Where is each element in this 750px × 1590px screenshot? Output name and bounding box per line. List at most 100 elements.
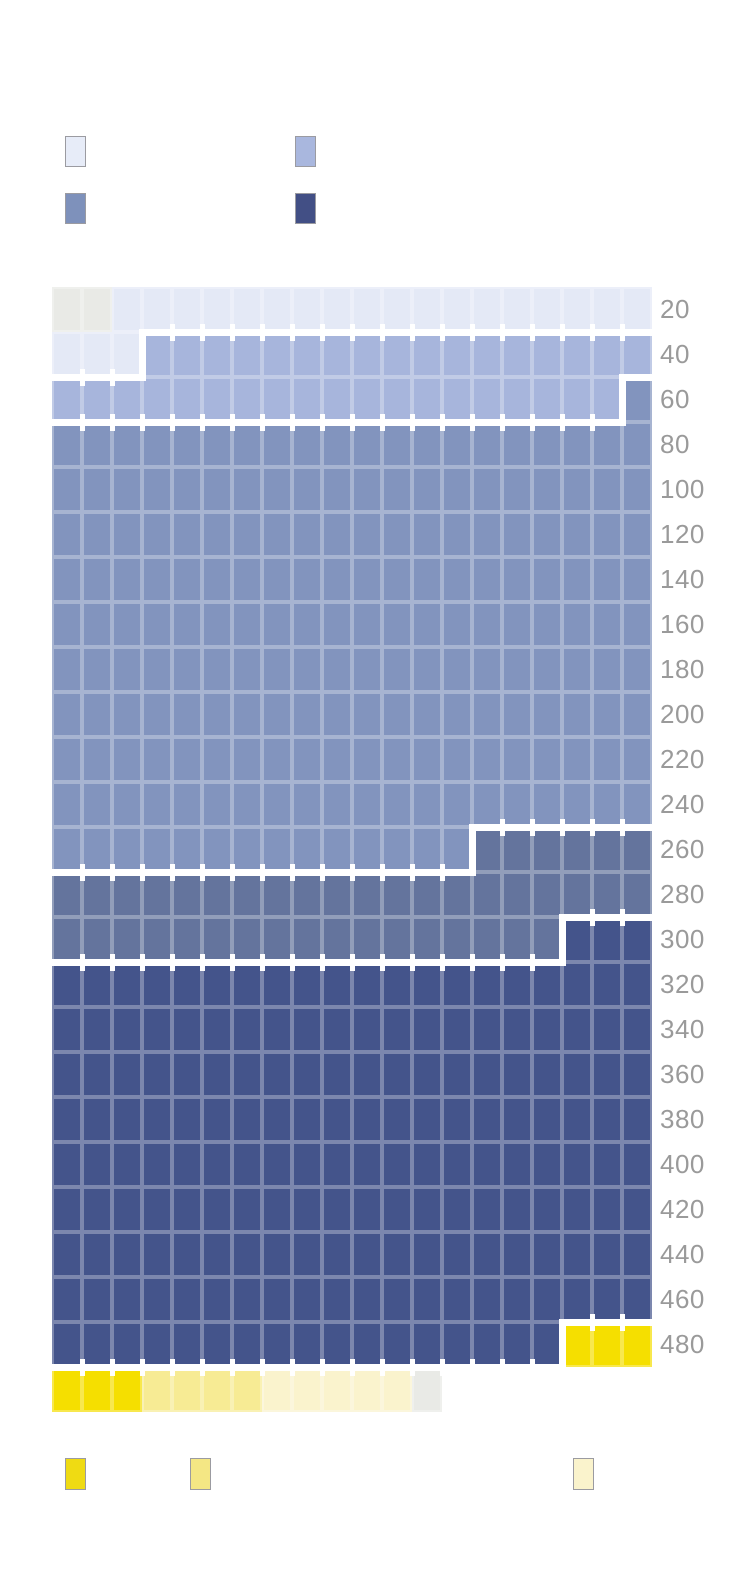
waffle-cell — [142, 647, 172, 692]
step-boundary-tick — [409, 953, 415, 971]
waffle-cell — [232, 332, 262, 377]
waffle-cell — [142, 512, 172, 557]
waffle-cell — [382, 422, 412, 467]
waffle-cell — [232, 1232, 262, 1277]
row-label: 160 — [660, 609, 705, 639]
waffle-cell — [202, 377, 232, 422]
waffle-cell — [442, 692, 472, 737]
waffle-cell — [352, 647, 382, 692]
waffle-cell — [82, 332, 112, 377]
waffle-cell — [202, 737, 232, 782]
waffle-cell — [82, 782, 112, 827]
waffle-cell — [622, 1097, 652, 1142]
waffle-cell — [52, 377, 82, 422]
waffle-cell — [232, 1187, 262, 1232]
waffle-cell — [592, 782, 622, 827]
waffle-cell — [82, 1187, 112, 1232]
waffle-cell — [112, 1232, 142, 1277]
waffle-cell — [412, 467, 442, 512]
waffle-cell — [382, 377, 412, 422]
waffle-cell — [472, 1187, 502, 1232]
step-boundary-line — [560, 1318, 654, 1326]
waffle-cell — [592, 692, 622, 737]
waffle-cell — [82, 377, 112, 422]
waffle-cell — [322, 422, 352, 467]
step-boundary-line — [50, 373, 144, 381]
waffle-cell — [592, 557, 622, 602]
waffle-cell — [502, 1052, 532, 1097]
waffle-cell — [502, 467, 532, 512]
waffle-cell — [412, 1142, 442, 1187]
waffle-cell — [82, 917, 112, 962]
waffle-cell — [592, 962, 622, 1007]
waffle-cell — [352, 917, 382, 962]
waffle-cell — [232, 287, 262, 332]
step-boundary-line — [468, 823, 476, 876]
waffle-cell — [562, 422, 592, 467]
step-boundary-tick — [289, 323, 295, 341]
waffle-cell — [532, 287, 562, 332]
waffle-row — [52, 1097, 652, 1142]
waffle-cell — [472, 1052, 502, 1097]
row-label: 120 — [660, 519, 705, 549]
waffle-cell — [322, 1007, 352, 1052]
row-label: 80 — [660, 429, 690, 459]
waffle-cell — [382, 512, 412, 557]
waffle-cell — [232, 917, 262, 962]
waffle-cell — [262, 872, 292, 917]
row-label: 60 — [660, 384, 690, 414]
waffle-cell — [472, 1277, 502, 1322]
waffle-cell — [82, 467, 112, 512]
waffle-cell — [142, 1142, 172, 1187]
waffle-cell — [382, 827, 412, 872]
waffle-cell — [622, 467, 652, 512]
waffle-cell — [442, 1187, 472, 1232]
waffle-cell — [82, 1142, 112, 1187]
waffle-cell — [232, 737, 262, 782]
waffle-cell — [472, 602, 502, 647]
waffle-cell — [502, 332, 532, 377]
waffle-cell — [442, 872, 472, 917]
waffle-cell — [442, 1277, 472, 1322]
waffle-cell — [172, 1052, 202, 1097]
waffle-cell — [562, 1007, 592, 1052]
waffle-cell — [82, 1277, 112, 1322]
waffle-cell — [442, 1007, 472, 1052]
waffle-cell — [622, 737, 652, 782]
step-boundary-tick — [229, 863, 235, 881]
legend-swatch — [65, 193, 86, 224]
waffle-cell — [352, 602, 382, 647]
waffle-cell — [112, 602, 142, 647]
waffle-cell — [292, 1097, 322, 1142]
step-boundary-line — [138, 328, 146, 381]
step-boundary-line — [50, 958, 564, 966]
waffle-cell — [382, 1097, 412, 1142]
row-label: 240 — [660, 789, 705, 819]
waffle-cell — [472, 422, 502, 467]
step-boundary-tick — [259, 863, 265, 881]
step-boundary-tick — [79, 863, 85, 881]
waffle-cell — [352, 467, 382, 512]
step-boundary-tick — [529, 413, 535, 431]
waffle-cell — [52, 287, 82, 332]
waffle-cell — [592, 287, 622, 332]
waffle-cell — [442, 647, 472, 692]
waffle-cell — [322, 1097, 352, 1142]
waffle-cell — [172, 422, 202, 467]
step-boundary-tick — [349, 863, 355, 881]
waffle-cell — [442, 467, 472, 512]
waffle-cell — [442, 1142, 472, 1187]
waffle-cell — [202, 1277, 232, 1322]
step-boundary-tick — [619, 1313, 625, 1331]
waffle-cell — [112, 827, 142, 872]
step-boundary-tick — [349, 323, 355, 341]
step-boundary-tick — [289, 953, 295, 971]
step-boundary-tick — [589, 413, 595, 431]
waffle-cell — [382, 1007, 412, 1052]
waffle-cell — [532, 1322, 562, 1367]
waffle-cell — [412, 917, 442, 962]
waffle-cell — [442, 1232, 472, 1277]
waffle-cell — [562, 602, 592, 647]
waffle-cell — [82, 602, 112, 647]
waffle-cell — [412, 647, 442, 692]
